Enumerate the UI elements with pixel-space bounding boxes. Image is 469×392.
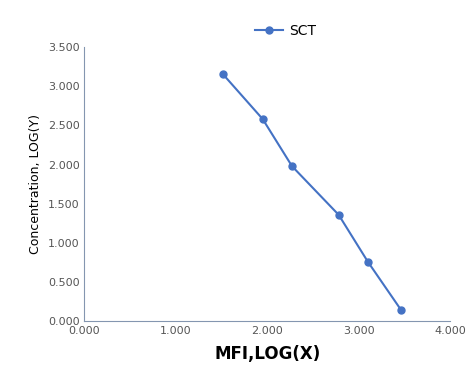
SCT (336, 212, 341, 217)
SCT (260, 117, 265, 122)
Y-axis label: Concentration, LOG(Y): Concentration, LOG(Y) (29, 114, 42, 254)
SCT (398, 307, 404, 312)
Line: SCT: SCT (219, 70, 404, 313)
SCT (219, 71, 225, 76)
X-axis label: MFI,LOG(X): MFI,LOG(X) (214, 345, 320, 363)
SCT (365, 260, 371, 264)
SCT (289, 164, 295, 169)
Legend: SCT: SCT (249, 18, 322, 44)
